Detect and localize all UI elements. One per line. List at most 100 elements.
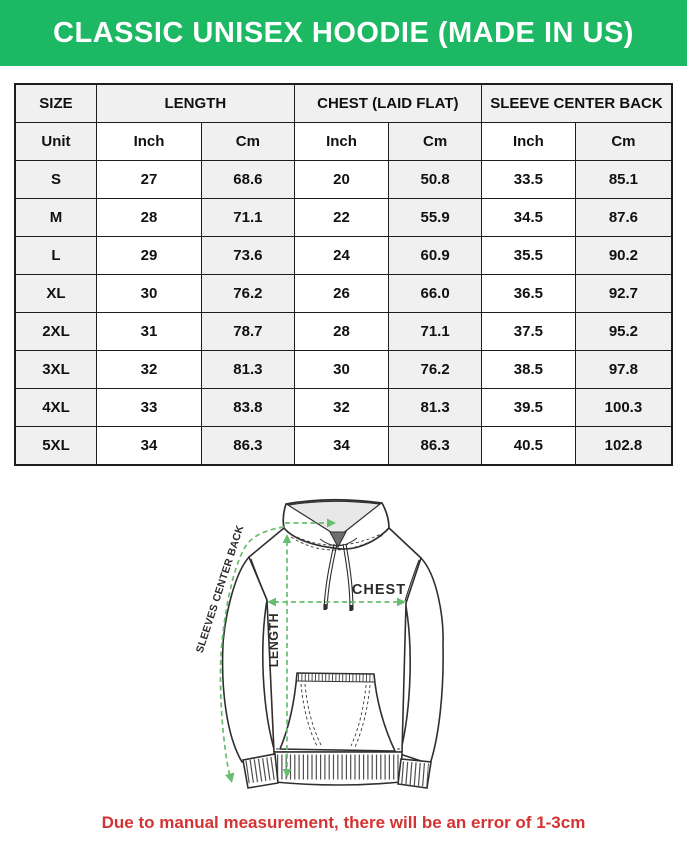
unit-cell: Inch [293, 122, 390, 161]
value-cell: 37.5 [480, 312, 576, 351]
arrow-down-icon [282, 769, 291, 778]
value-cell: 33 [95, 388, 203, 427]
value-cell: 30 [95, 274, 203, 313]
table-row: 3XL 32 81.3 30 76.2 38.5 97.8 [14, 350, 673, 389]
unit-cell: Cm [574, 122, 673, 161]
pocket-trim [297, 673, 373, 682]
table-row: XL 30 76.2 26 66.0 36.5 92.7 [14, 274, 673, 313]
value-cell: 39.5 [480, 388, 576, 427]
value-cell: 71.1 [201, 198, 295, 237]
value-cell: 86.3 [201, 426, 295, 466]
pocket-trim-edge [296, 680, 374, 683]
sleeve-left [221, 556, 277, 763]
arrow-left-icon [266, 597, 276, 607]
group-header-row: SIZE LENGTH CHEST (LAID FLAT) SLEEVE CEN… [14, 83, 673, 123]
table-row: M 28 71.1 22 55.9 34.5 87.6 [14, 198, 673, 237]
arrow-right-icon [396, 597, 406, 607]
measurement-arrows [224, 518, 406, 783]
size-cell: M [14, 198, 97, 237]
col-header-chest: CHEST (LAID FLAT) [293, 83, 482, 123]
pocket-stitching [300, 683, 370, 748]
table-row: 2XL 31 78.7 28 71.1 37.5 95.2 [14, 312, 673, 351]
table-row: S 27 68.6 20 50.8 33.5 85.1 [14, 160, 673, 199]
unit-cell: Inch [95, 122, 203, 161]
value-cell: 90.2 [574, 236, 673, 275]
hoodie-measurement-diagram: CHEST LENGTH SLEEVES CENTER BACK [154, 482, 534, 809]
value-cell: 73.6 [201, 236, 295, 275]
value-cell: 28 [293, 312, 390, 351]
size-cell: 3XL [14, 350, 97, 389]
value-cell: 33.5 [480, 160, 576, 199]
arrow-up-icon [282, 534, 291, 543]
value-cell: 92.7 [574, 274, 673, 313]
unit-cell: Cm [388, 122, 482, 161]
value-cell: 40.5 [480, 426, 576, 466]
value-cell: 83.8 [201, 388, 295, 427]
size-cell: 2XL [14, 312, 97, 351]
value-cell: 81.3 [201, 350, 295, 389]
col-header-sleeve: SLEEVE CENTER BACK [480, 83, 673, 123]
table-row: L 29 73.6 24 60.9 35.5 90.2 [14, 236, 673, 275]
value-cell: 20 [293, 160, 390, 199]
value-cell: 24 [293, 236, 390, 275]
value-cell: 38.5 [480, 350, 576, 389]
value-cell: 87.6 [574, 198, 673, 237]
hood-cinch [328, 531, 347, 549]
measurement-disclaimer: Due to manual measurement, there will be… [101, 813, 586, 832]
size-cell: XL [14, 274, 97, 313]
value-cell: 95.2 [574, 312, 673, 351]
value-cell: 26 [293, 274, 390, 313]
unit-cell: Inch [480, 122, 576, 161]
hood-lining [285, 500, 382, 535]
sleeve-measure-diagonal-line [219, 526, 284, 778]
seam-left [249, 558, 268, 601]
value-cell: 29 [95, 236, 203, 275]
size-cell: 4XL [14, 388, 97, 427]
collar-stitching [286, 530, 387, 551]
col-header-size: SIZE [14, 83, 97, 123]
title-banner: CLASSIC UNISEX HOODIE (MADE IN US) [0, 0, 687, 66]
table-row: 5XL 34 86.3 34 86.3 40.5 102.8 [14, 426, 673, 466]
value-cell: 60.9 [388, 236, 482, 275]
measurement-lines [219, 522, 399, 778]
cuff-right-ribbing [400, 761, 429, 787]
value-cell: 27 [95, 160, 203, 199]
size-cell: S [14, 160, 97, 199]
value-cell: 35.5 [480, 236, 576, 275]
value-cell: 34 [293, 426, 390, 466]
pocket [278, 672, 396, 752]
col-header-length: LENGTH [95, 83, 295, 123]
unit-row: Unit Inch Cm Inch Cm Inch Cm [14, 122, 673, 161]
value-cell: 34.5 [480, 198, 576, 237]
value-cell: 68.6 [201, 160, 295, 199]
neck-rib [319, 537, 357, 547]
arrow-diagonal-down-icon [224, 772, 234, 783]
size-cell: L [14, 236, 97, 275]
value-cell: 76.2 [201, 274, 295, 313]
value-cell: 31 [95, 312, 203, 351]
value-cell: 34 [95, 426, 203, 466]
value-cell: 85.1 [574, 160, 673, 199]
chest-measure-label: CHEST [351, 582, 405, 598]
value-cell: 32 [95, 350, 203, 389]
value-cell: 102.8 [574, 426, 673, 466]
drawstrings [322, 543, 354, 611]
table-row: 4XL 33 83.8 32 81.3 39.5 100.3 [14, 388, 673, 427]
size-cell: 5XL [14, 426, 97, 466]
length-measure-label: LENGTH [267, 613, 281, 667]
unit-cell: Cm [201, 122, 295, 161]
value-cell: 86.3 [388, 426, 482, 466]
value-cell: 97.8 [574, 350, 673, 389]
value-cell: 30 [293, 350, 390, 389]
value-cell: 78.7 [201, 312, 295, 351]
seam-right [403, 559, 420, 602]
value-cell: 100.3 [574, 388, 673, 427]
value-cell: 28 [95, 198, 203, 237]
value-cell: 76.2 [388, 350, 482, 389]
hoodie-diagram-svg: CHEST LENGTH SLEEVES CENTER BACK [193, 498, 444, 789]
value-cell: 32 [293, 388, 390, 427]
value-cell: 50.8 [388, 160, 482, 199]
arrow-right-icon [326, 518, 336, 528]
cuff-left-ribbing [244, 756, 277, 784]
sleeve-right [398, 557, 444, 765]
